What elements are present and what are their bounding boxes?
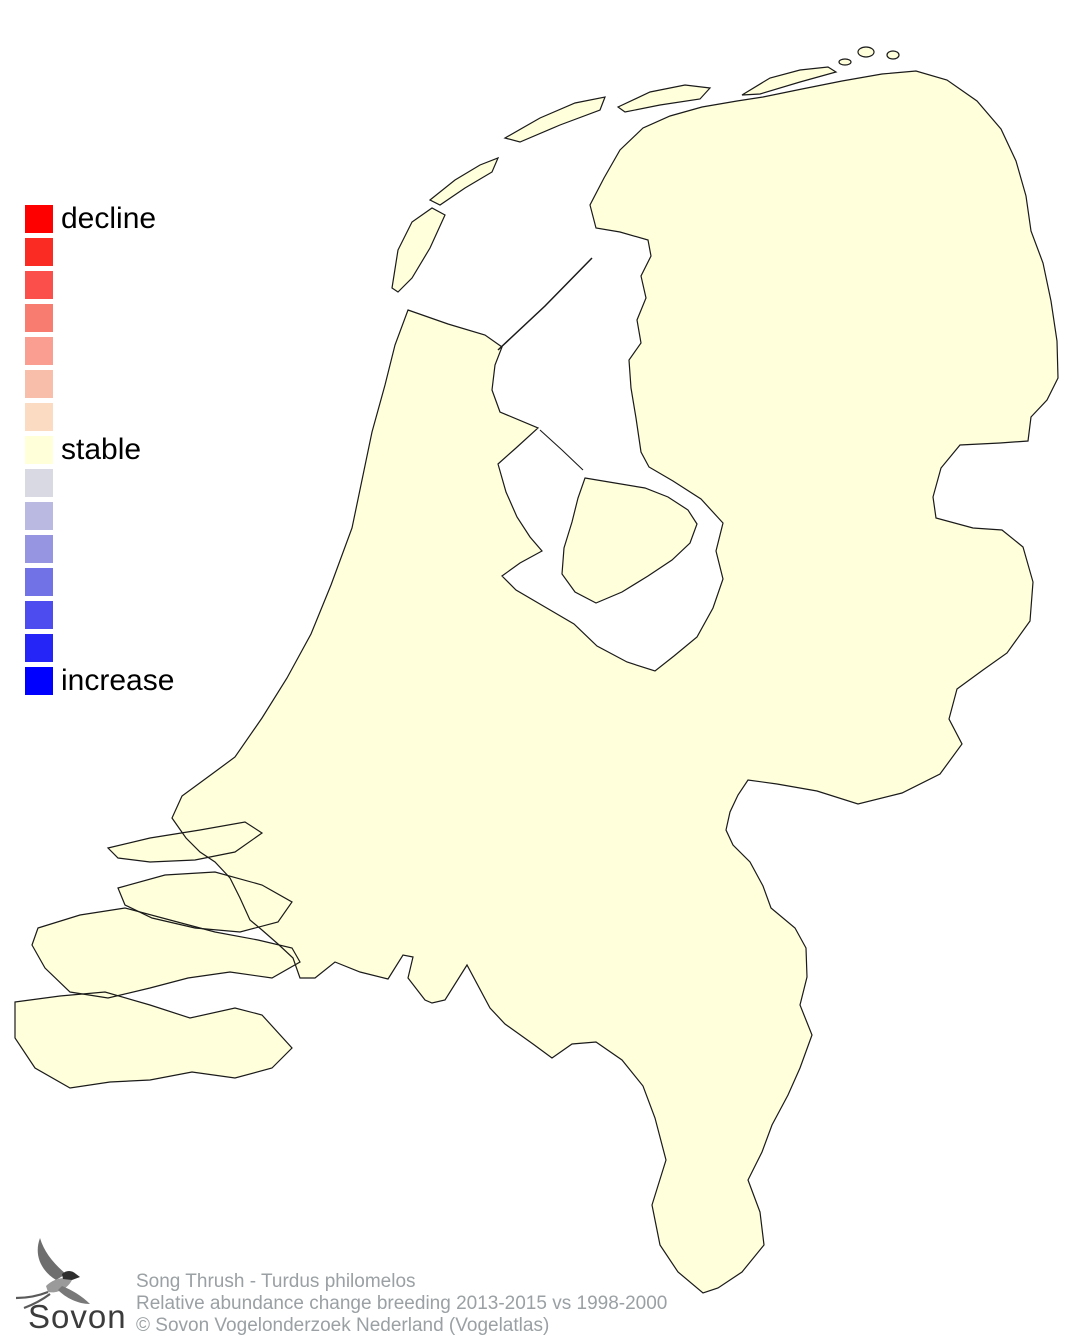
logo-text: Sovon — [28, 1298, 127, 1335]
legend-row — [25, 634, 174, 662]
legend-swatch — [25, 535, 53, 563]
legend-swatch — [25, 304, 53, 332]
legend-row — [25, 601, 174, 629]
legend: decline stable increase — [25, 202, 175, 700]
legend-label-decline: decline — [61, 202, 157, 235]
legend-row — [25, 370, 174, 398]
legend-swatch — [25, 370, 53, 398]
legend-swatch — [25, 337, 53, 365]
legend-row — [25, 535, 174, 563]
legend-label-stable: stable — [61, 433, 142, 466]
legend-swatch — [25, 568, 53, 596]
legend-label-increase: increase — [61, 664, 175, 697]
legend-swatch — [25, 601, 53, 629]
legend-swatch — [25, 205, 53, 233]
legend-row — [25, 271, 174, 299]
legend-swatch — [25, 403, 53, 431]
legend-swatch — [25, 502, 53, 530]
legend-swatch — [25, 238, 53, 266]
legend-row — [25, 403, 174, 431]
caption-species: Song Thrush - Turdus philomelos — [136, 1271, 416, 1292]
swallow-icon — [15, 1238, 90, 1310]
caption-copyright: © Sovon Vogelonderzoek Nederland (Vogela… — [136, 1315, 550, 1336]
legend-swatch — [25, 469, 53, 497]
houtribdijk — [539, 429, 584, 471]
legend-row: increase — [25, 664, 175, 697]
legend-row — [25, 502, 174, 530]
sovon-logo: Sovon — [10, 1232, 130, 1340]
legend-swatch — [25, 667, 53, 695]
legend-row — [25, 337, 174, 365]
legend-row — [25, 238, 174, 266]
legend-row — [25, 304, 174, 332]
legend-row: stable — [25, 433, 174, 466]
afsluitdijk — [497, 257, 593, 351]
caption: Song Thrush - Turdus philomelos Relative… — [136, 1271, 667, 1337]
dikes — [497, 257, 593, 471]
legend-row — [25, 469, 174, 497]
legend-row — [25, 568, 174, 596]
legend-swatch — [25, 634, 53, 662]
legend-swatch — [25, 271, 53, 299]
legend-swatch — [25, 436, 53, 464]
legend-row: decline — [25, 202, 174, 235]
caption-subtitle: Relative abundance change breeding 2013-… — [136, 1293, 668, 1314]
